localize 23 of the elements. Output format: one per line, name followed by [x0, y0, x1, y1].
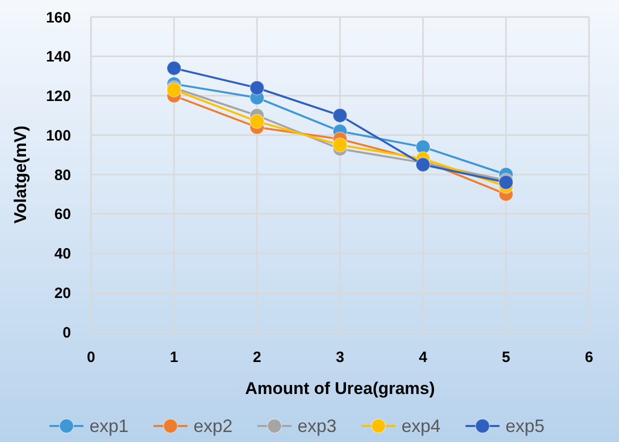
y-tick-label: 120	[46, 88, 71, 105]
x-tick-label: 0	[86, 349, 96, 366]
x-tick-label: 6	[584, 349, 594, 366]
y-axis-title: Volatge(mV)	[11, 126, 30, 224]
legend-label: exp3	[298, 416, 337, 436]
legend-label: exp4	[402, 416, 441, 436]
x-tick-label: 1	[170, 349, 178, 366]
x-tick-label: 2	[252, 349, 262, 366]
y-tick-label: 60	[54, 206, 71, 224]
y-tick-label: 140	[46, 48, 71, 66]
y-tick-label: 160	[46, 9, 71, 26]
y-tick-label: 40	[54, 246, 71, 262]
y-tick-label: 80	[54, 166, 71, 184]
legend-label: exp5	[506, 416, 545, 436]
x-axis-title: Amount of Urea(grams)	[245, 379, 435, 398]
y-tick-label: 20	[54, 284, 71, 302]
x-tick-label: 4	[418, 349, 428, 366]
x-tick-label: 5	[502, 349, 510, 366]
y-tick-label: 0	[62, 324, 71, 342]
legend-label: exp1	[90, 416, 129, 436]
x-tick-label: 3	[336, 349, 344, 366]
y-tick-label: 100	[46, 127, 71, 144]
legend-label: exp2	[194, 416, 233, 436]
